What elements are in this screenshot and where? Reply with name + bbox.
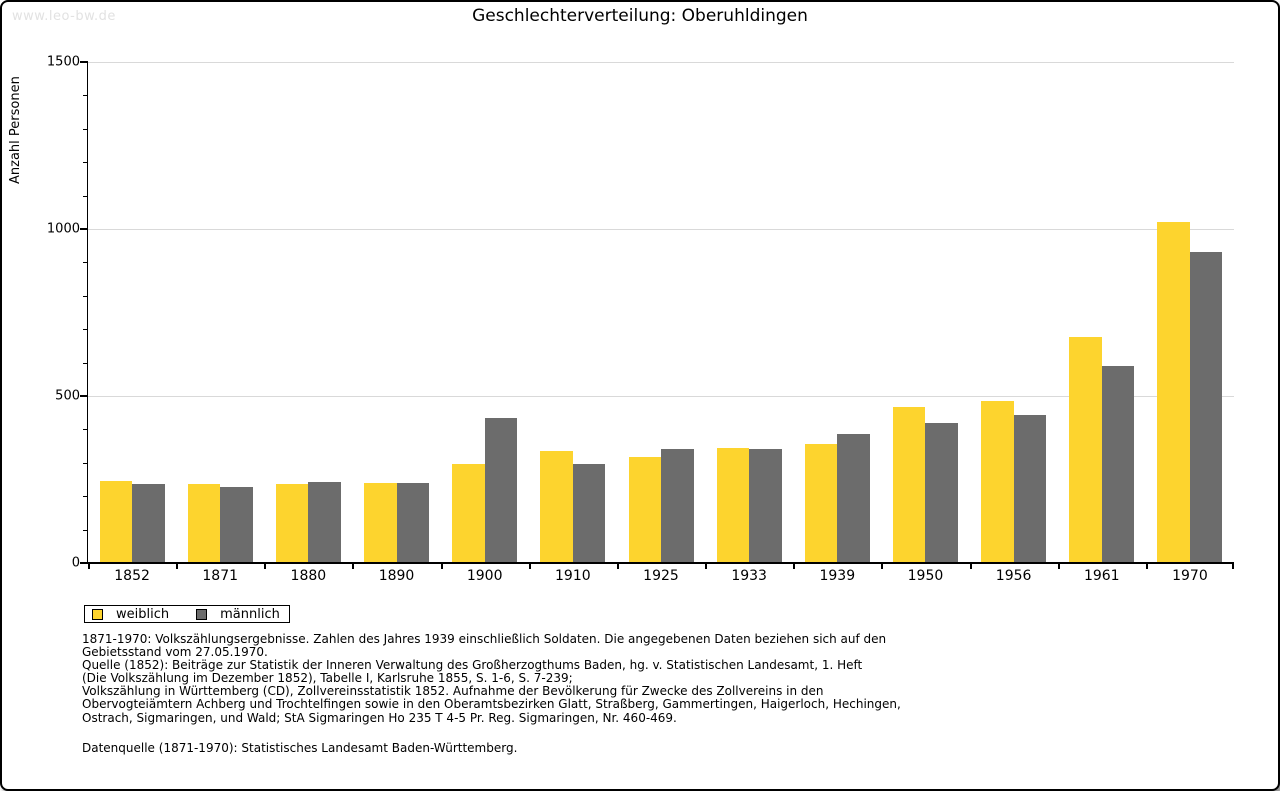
y-minor-tick-1200: [83, 162, 88, 164]
x-tick-1: [176, 563, 179, 569]
x-axis-line: [88, 562, 1234, 564]
bar-weiblich-1890: [364, 482, 397, 563]
y-minor-tick-1300: [83, 128, 88, 130]
bar-männlich-1871: [220, 486, 253, 563]
bar-männlich-1925: [661, 449, 694, 563]
y-minor-tick-300: [83, 462, 88, 464]
gridline-1000: [88, 229, 1234, 230]
y-minor-tick-700: [83, 329, 88, 331]
bar-männlich-1939: [837, 433, 870, 563]
y-tick-1000: [80, 228, 88, 230]
x-tick-2: [264, 563, 267, 569]
y-minor-tick-900: [83, 262, 88, 264]
bar-weiblich-1925: [628, 457, 661, 563]
bar-weiblich-1970: [1157, 222, 1190, 563]
legend-item-maennlich: männlich: [196, 607, 280, 622]
bar-weiblich-1961: [1069, 337, 1102, 563]
x-tick-label-1950: 1950: [907, 568, 944, 584]
bar-männlich-1950: [925, 422, 958, 563]
legend-label-maennlich: männlich: [220, 606, 280, 622]
source-footnote: 1871-1970: Volkszählungsergebnisse. Zahl…: [82, 632, 901, 725]
y-minor-tick-800: [83, 295, 88, 297]
maennlich-swatch: [196, 608, 208, 620]
bar-weiblich-1880: [275, 483, 309, 563]
x-tick-label-1939: 1939: [819, 568, 856, 584]
x-tick-label-1925: 1925: [643, 568, 679, 584]
x-tick-label-1880: 1880: [290, 568, 327, 584]
y-tick-500: [80, 395, 88, 397]
bar-weiblich-1871: [187, 483, 221, 563]
x-tick-10: [969, 563, 972, 569]
x-tick-label-1961: 1961: [1083, 568, 1120, 584]
bar-weiblich-1956: [981, 400, 1014, 563]
y-tick-label-500: 500: [55, 388, 80, 404]
x-tick-9: [881, 563, 884, 569]
y-minor-tick-1400: [83, 95, 88, 97]
y-minor-tick-1100: [83, 195, 88, 197]
bar-weiblich-1939: [804, 444, 838, 563]
weiblich-swatch: [92, 608, 103, 620]
bar-weiblich-1910: [540, 451, 573, 563]
x-tick-11: [1057, 563, 1060, 569]
chart-title: Geschlechterverteilung: Oberuhldingen: [472, 6, 808, 26]
bar-weiblich-1900: [452, 464, 485, 563]
y-tick-label-1000: 1000: [46, 221, 80, 237]
y-minor-tick-100: [83, 529, 88, 531]
bar-weiblich-1933: [716, 448, 750, 563]
y-tick-label-0: 0: [71, 555, 80, 571]
x-tick-4: [440, 563, 443, 569]
x-tick-7: [705, 563, 708, 569]
x-tick-label-1970: 1970: [1172, 568, 1208, 584]
y-minor-tick-200: [83, 496, 88, 498]
gridline-1500: [88, 62, 1234, 63]
x-tick-label-1890: 1890: [378, 568, 415, 584]
y-tick-1500: [80, 61, 88, 63]
bar-männlich-1880: [308, 482, 341, 563]
bar-männlich-1900: [484, 418, 518, 563]
x-tick-12: [1145, 563, 1148, 569]
legend-item-weiblich: weiblich: [92, 607, 169, 622]
y-minor-tick-400: [83, 429, 88, 431]
x-tick-label-1910: 1910: [555, 568, 591, 584]
data-source-line: Datenquelle (1871-1970): Statistisches L…: [82, 741, 518, 755]
plot-area: 0 500 1000 1500 1852 1871 1880 1890 1900 1910 1925…: [47, 55, 1234, 584]
y-minor-tick-600: [83, 362, 88, 364]
gridline-500: [88, 396, 1234, 397]
x-tick-3: [352, 563, 355, 569]
bar-weiblich-1852: [99, 481, 133, 563]
x-tick-5: [528, 563, 531, 569]
bar-männlich-1890: [396, 482, 430, 563]
bar-männlich-1961: [1101, 365, 1135, 563]
y-tick-0: [80, 562, 88, 564]
y-tick-label-1500: 1500: [46, 54, 80, 70]
y-axis-label: Anzahl Personen: [8, 76, 23, 184]
x-tick-label-1852: 1852: [114, 568, 150, 584]
legend: weiblich männlich: [84, 605, 290, 623]
x-tick-label-1900: 1900: [466, 568, 503, 584]
x-tick-label-1871: 1871: [202, 568, 239, 584]
x-tick-6: [616, 563, 619, 569]
x-tick-label-1956: 1956: [995, 568, 1032, 584]
bar-männlich-1970: [1189, 251, 1223, 563]
watermark: www.leo-bw.de: [12, 9, 116, 24]
x-tick-label-1933: 1933: [731, 568, 767, 584]
bar-männlich-1852: [132, 484, 165, 563]
bar-männlich-1956: [1013, 415, 1047, 563]
bar-weiblich-1950: [892, 407, 926, 563]
bar-männlich-1933: [749, 449, 782, 563]
x-tick-8: [793, 563, 796, 569]
legend-label-weiblich: weiblich: [116, 606, 170, 622]
x-tick-13: [1232, 563, 1234, 569]
x-tick-0: [88, 563, 90, 569]
bar-männlich-1910: [572, 464, 606, 563]
